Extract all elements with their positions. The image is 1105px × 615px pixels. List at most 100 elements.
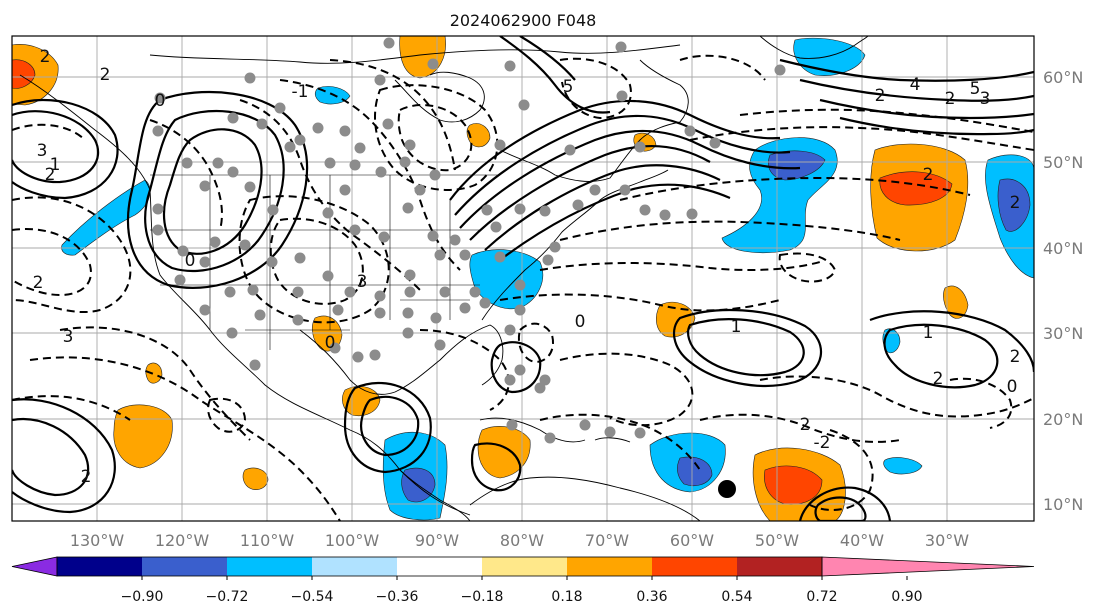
coast-gulf-mexico xyxy=(299,324,504,395)
black-marker xyxy=(718,480,736,498)
colorbar-tick-label: 0.18 xyxy=(551,589,582,605)
colorbar-segment xyxy=(652,557,737,576)
shade-orange-small-5 xyxy=(145,362,163,384)
contour-label: 2 xyxy=(45,165,56,185)
colorbar-tick-label: 0.54 xyxy=(721,589,752,605)
coast-central-america xyxy=(399,469,471,521)
shade-darkblue-east xyxy=(997,178,1031,232)
contour-label: 0 xyxy=(325,333,336,353)
contour-label: 0 xyxy=(575,312,586,332)
shade-red-midatlantic xyxy=(879,171,953,206)
shade-orange-subtropic xyxy=(656,301,696,338)
coast-hispaniola xyxy=(594,437,631,443)
state-borders xyxy=(150,174,500,350)
contour-label: 2 xyxy=(945,89,956,109)
station-dots xyxy=(152,37,786,444)
lon-label: 90°W xyxy=(415,531,459,550)
lon-label: 30°W xyxy=(925,531,969,550)
contour-label: 0 xyxy=(185,251,196,271)
shade-darkblue-northatlantic xyxy=(768,150,826,181)
contour-label: 4 xyxy=(910,75,921,95)
lon-label: 100°W xyxy=(325,531,380,550)
shade-blue-westcoast xyxy=(61,179,151,256)
shade-blue-small-2 xyxy=(883,457,923,475)
colorbar-segment xyxy=(57,557,142,576)
contour-label: 2 xyxy=(800,415,811,435)
lat-label: 20°N xyxy=(1043,410,1083,429)
contour-label: 3 xyxy=(37,141,48,161)
colorbar: −0.90 −0.72 −0.54 −0.36 −0.18 0.18 0.36 0.54 0.7… xyxy=(11,556,1035,605)
shade-red-tropical-atl xyxy=(764,465,823,505)
shade-darkblue-tropical xyxy=(677,456,713,486)
contour-label: 2 xyxy=(1010,193,1021,213)
lat-label: 30°N xyxy=(1043,324,1083,343)
contour-label: 0 xyxy=(1007,377,1018,397)
contour-label: 1 xyxy=(731,317,742,337)
shade-orange-caribbean xyxy=(477,426,531,479)
lat-label: 60°N xyxy=(1043,68,1083,87)
contour-label: 3 xyxy=(980,89,991,109)
shade-orange-small-3 xyxy=(943,285,969,319)
contour-label: 2 xyxy=(81,467,92,487)
colorbar-tick-label: −0.18 xyxy=(461,589,504,605)
colorbar-segment xyxy=(567,557,652,576)
lon-label: 80°W xyxy=(500,531,544,550)
lon-label: 70°W xyxy=(585,531,629,550)
coast-canada-east xyxy=(499,59,689,182)
longitude-labels: 130°W 120°W 110°W 100°W 90°W 80°W 70°W 60°W 50°W… xyxy=(70,531,969,550)
latitude-labels: 60°N 50°N 40°N 30°N 20°N 10°N xyxy=(1043,68,1083,514)
contour-label: 0 xyxy=(155,91,166,111)
contour-label: 5 xyxy=(563,77,574,97)
contour-label: 2 xyxy=(33,273,44,293)
dashed-contours xyxy=(12,54,1034,521)
coast-greenland xyxy=(759,36,869,59)
contour-label: 3 xyxy=(357,272,368,292)
colorbar-segment xyxy=(737,557,822,576)
contour-label: 2 xyxy=(933,369,944,389)
contour-label: 1 xyxy=(923,323,934,343)
lon-label: 110°W xyxy=(240,531,295,550)
coast-cuba xyxy=(479,417,586,443)
lon-label: 130°W xyxy=(70,531,125,550)
contour-label: 5 xyxy=(970,79,981,99)
coast-arctic xyxy=(149,44,681,64)
contour-label: 2 xyxy=(100,65,111,85)
lon-label: 60°W xyxy=(670,531,714,550)
colorbar-tick-label: −0.90 xyxy=(121,589,164,605)
colorbar-tick-label: −0.54 xyxy=(291,589,334,605)
colorbar-segment xyxy=(482,557,567,576)
colorbar-outline xyxy=(56,556,823,577)
contour-label: 2 xyxy=(923,165,934,185)
colorbar-tick-label: 0.72 xyxy=(806,589,837,605)
contour-label: 2 xyxy=(875,86,886,106)
colorbar-segment xyxy=(397,557,482,576)
coast-south-america xyxy=(469,476,701,521)
colorbar-tick-label: 0.36 xyxy=(636,589,667,605)
colorbar-tick-label: −0.36 xyxy=(376,589,419,605)
contour-label: 1 xyxy=(50,155,61,175)
lat-label: 40°N xyxy=(1043,239,1083,258)
shade-orange-small-4 xyxy=(242,467,269,490)
lon-label: 50°W xyxy=(755,531,799,550)
shade-orange-east-pacific xyxy=(113,404,173,469)
map-frame xyxy=(11,35,1035,522)
contour-label: 3 xyxy=(63,327,74,347)
contour-label: 2 xyxy=(40,47,51,67)
colorbar-segment xyxy=(142,557,227,576)
shade-orange-small-1 xyxy=(466,123,491,148)
colorbar-tick-label: −0.72 xyxy=(206,589,249,605)
contour-label: 2 xyxy=(1010,347,1021,367)
contour-label: -2 xyxy=(814,433,831,453)
colorbar-arrow-high xyxy=(821,556,1035,577)
lon-label: 40°W xyxy=(840,531,884,550)
coast-east-us xyxy=(481,169,669,321)
map-title: 2024062900 F048 xyxy=(450,11,597,30)
coast-hudson-bay xyxy=(394,71,485,123)
lat-label: 50°N xyxy=(1043,153,1083,172)
contour-label: -1 xyxy=(292,82,309,102)
colorbar-segment xyxy=(312,557,397,576)
colorbar-segment xyxy=(227,557,312,576)
